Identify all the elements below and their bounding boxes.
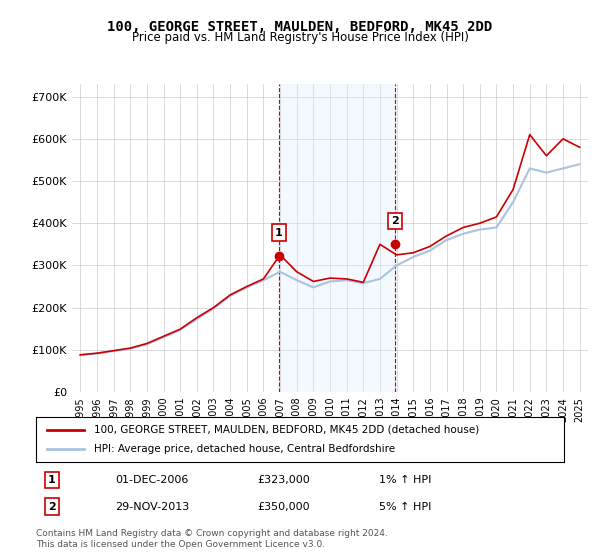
Text: £350,000: £350,000 [258,502,310,512]
Text: 100, GEORGE STREET, MAULDEN, BEDFORD, MK45 2DD: 100, GEORGE STREET, MAULDEN, BEDFORD, MK… [107,20,493,34]
Text: HPI: Average price, detached house, Central Bedfordshire: HPI: Average price, detached house, Cent… [94,445,395,455]
Text: £323,000: £323,000 [258,475,311,485]
Text: Price paid vs. HM Land Registry's House Price Index (HPI): Price paid vs. HM Land Registry's House … [131,31,469,44]
Text: 29-NOV-2013: 29-NOV-2013 [115,502,190,512]
Text: 01-DEC-2006: 01-DEC-2006 [115,475,188,485]
Text: 5% ↑ HPI: 5% ↑ HPI [379,502,431,512]
Text: 1: 1 [48,475,56,485]
Text: 2: 2 [48,502,56,512]
Text: 1: 1 [275,227,283,237]
Text: 100, GEORGE STREET, MAULDEN, BEDFORD, MK45 2DD (detached house): 100, GEORGE STREET, MAULDEN, BEDFORD, MK… [94,424,479,435]
Bar [279,84,395,392]
Text: 2: 2 [391,216,399,226]
Text: Contains HM Land Registry data © Crown copyright and database right 2024.
This d: Contains HM Land Registry data © Crown c… [36,529,388,549]
Text: 1% ↑ HPI: 1% ↑ HPI [379,475,431,485]
